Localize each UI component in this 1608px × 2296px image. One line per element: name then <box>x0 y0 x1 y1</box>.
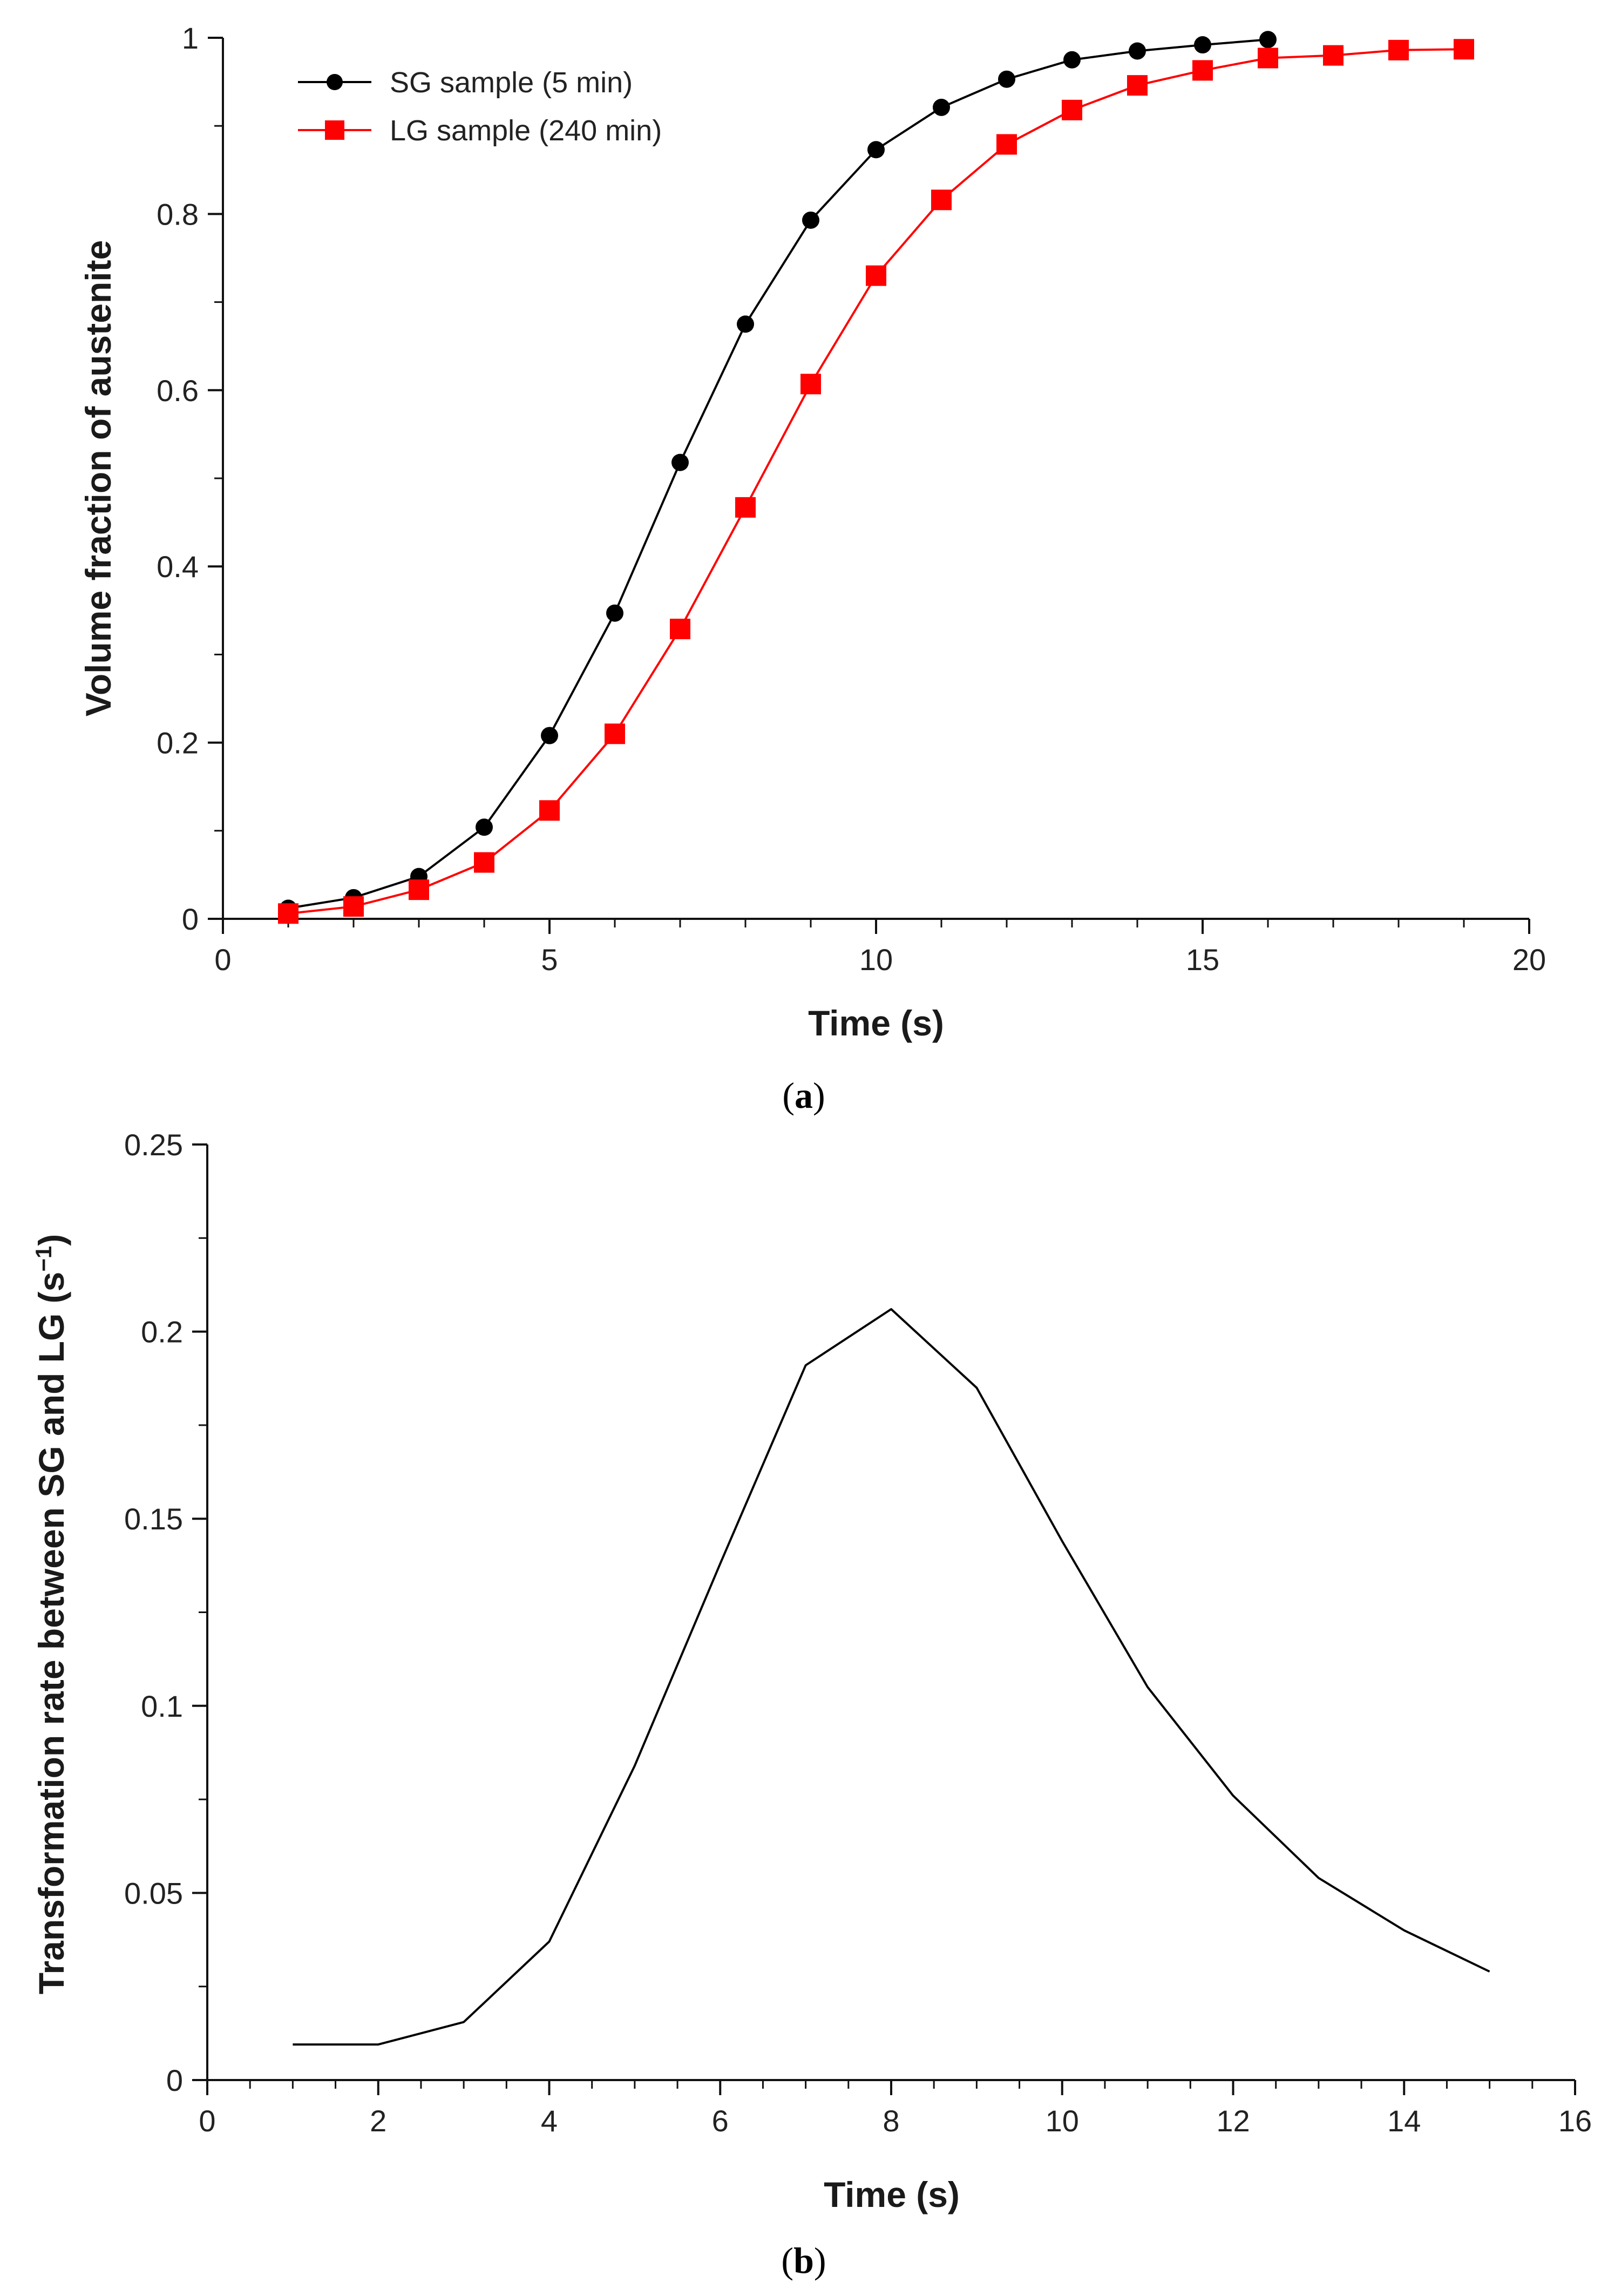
chart-b-x-tick-label: 6 <box>712 2104 729 2138</box>
chart-a-y-tick-label: 0.6 <box>157 374 199 408</box>
chart-a-x-tick-label: 0 <box>214 943 231 977</box>
chart-a-series-sg-sample-5-min-point <box>476 818 493 836</box>
chart-a-y-ticks: 0 0.2 0.4 0.6 0.8 1 <box>157 21 223 936</box>
chart-a-series-sg-sample-5-min-point <box>671 453 689 471</box>
chart-a-series-lg-sample-240-min-point <box>1454 39 1474 60</box>
chart-a-x-tick-label: 5 <box>541 943 558 977</box>
chart-a-series-sg-sample-5-min-point <box>998 70 1015 88</box>
chart-b-y-axis-title: Transformation rate between SG and LG (s… <box>31 1234 72 1994</box>
chart-a-legend-entry-sg: SG sample (5 min) <box>298 66 633 99</box>
chart-b-y-tick-label: 0.25 <box>124 1128 183 1162</box>
chart-a-series-lg-sample-240-min-point <box>539 800 560 821</box>
chart-a-legend: SG sample (5 min) LG sample (240 min) <box>298 66 662 147</box>
chart-a-series-lg-sample-240-min-point <box>735 497 756 518</box>
chart-a-series-lg-sample-240-min-point <box>1388 39 1409 60</box>
chart-a-x-ticks: 0 5 10 15 20 <box>214 919 1546 977</box>
chart-b: 0 2 4 6 8 10 12 14 16 0 0.05 0.1 0.15 0.2 0.25 Time (… <box>31 1128 1592 2281</box>
chart-a-series-lg-sample-240-min-point <box>1127 75 1148 96</box>
chart-a-series-lg-sample-240-min-point <box>800 374 821 395</box>
chart-b-plot-area: 0 2 4 6 8 10 12 14 16 0 0.05 0.1 0.15 0.2 0.25 <box>124 1128 1592 2138</box>
chart-a-series-sg-sample-5-min-point <box>1194 36 1211 54</box>
chart-a-legend-entry-lg: LG sample (240 min) <box>298 114 662 147</box>
chart-a-legend-lg-marker <box>325 120 344 140</box>
chart-a-y-tick-label: 0 <box>182 902 199 936</box>
chart-b-y-tick-label: 0.1 <box>141 1689 183 1723</box>
chart-a: 0 5 10 15 20 0 0.2 0.4 0.6 0.8 1 SG sample (5 min… <box>78 21 1546 1116</box>
chart-b-x-tick-label: 4 <box>541 2104 558 2138</box>
chart-a-series-sg-sample-5-min-point <box>1259 31 1277 49</box>
chart-a-series-lg-sample-240-min-point <box>866 265 886 286</box>
chart-b-y-tick-label: 0.2 <box>141 1315 183 1349</box>
chart-a-series-sg-sample-5-min-point <box>867 141 885 159</box>
chart-a-series-lg-sample-240-min-point <box>343 896 364 917</box>
chart-b-x-tick-label: 16 <box>1558 2104 1592 2138</box>
chart-a-series <box>278 31 1474 924</box>
chart-b-x-ticks: 0 2 4 6 8 10 12 14 16 <box>199 2080 1592 2138</box>
chart-a-y-tick-label: 0.4 <box>157 550 199 584</box>
chart-a-legend-sg-label: SG sample (5 min) <box>390 66 633 99</box>
chart-a-plot-area: 0 5 10 15 20 0 0.2 0.4 0.6 0.8 1 <box>157 21 1546 977</box>
chart-a-series-lg-sample-240-min-line <box>288 48 1464 915</box>
chart-a-series-sg-sample-5-min-point <box>606 604 623 622</box>
chart-a-series-sg-sample-5-min-line <box>288 38 1268 910</box>
chart-b-x-tick-label: 12 <box>1216 2104 1250 2138</box>
chart-a-series-sg-sample-5-min-point <box>541 727 558 744</box>
chart-a-y-tick-label: 1 <box>182 21 199 55</box>
chart-a-series-lg-sample-240-min-point <box>1062 99 1082 120</box>
chart-a-y-tick-label: 0.8 <box>157 197 199 231</box>
chart-a-y-axis-title: Volume fraction of austenite <box>78 240 118 717</box>
chart-b-x-tick-label: 2 <box>370 2104 386 2138</box>
chart-a-series-lg-sample-240-min-point <box>474 852 494 873</box>
chart-a-series-lg-sample-240-min-point <box>605 723 625 744</box>
chart-a-series-lg-sample-240-min-point <box>278 903 298 924</box>
chart-a-series-sg-sample-5-min-point <box>1129 42 1146 60</box>
chart-a-x-axis-title: Time (s) <box>808 1003 944 1043</box>
chart-b-y-tick-label: 0.05 <box>124 1876 183 1910</box>
chart-a-caption: (a) <box>782 1075 825 1116</box>
chart-b-y-ticks: 0 0.05 0.1 0.15 0.2 0.25 <box>124 1128 207 2097</box>
chart-a-series-sg-sample-5-min-point <box>802 211 819 229</box>
chart-a-series-sg-sample-5-min-point <box>933 98 950 116</box>
chart-a-series-lg-sample-240-min-point <box>670 619 690 640</box>
chart-a-series-lg-sample-240-min-point <box>1323 45 1344 66</box>
chart-b-caption: (b) <box>781 2240 826 2281</box>
chart-a-legend-sg-marker <box>327 74 343 90</box>
chart-a-series-sg-sample-5-min-point <box>737 315 754 333</box>
chart-a-x-tick-label: 10 <box>859 943 893 977</box>
chart-b-y-tick-label: 0 <box>166 2063 183 2097</box>
chart-b-y-tick-label: 0.15 <box>124 1502 183 1536</box>
chart-a-series-lg-sample-240-min-point <box>1192 60 1213 81</box>
chart-b-series <box>293 1308 1490 2046</box>
chart-b-x-tick-label: 14 <box>1387 2104 1421 2138</box>
chart-a-legend-lg-label: LG sample (240 min) <box>390 114 662 147</box>
chart-a-y-tick-label: 0.2 <box>157 726 199 760</box>
chart-a-series-lg-sample-240-min-point <box>996 134 1017 155</box>
chart-b-x-tick-label: 8 <box>883 2104 899 2138</box>
chart-b-x-tick-label: 10 <box>1046 2104 1079 2138</box>
chart-b-x-tick-label: 0 <box>199 2104 215 2138</box>
chart-a-series-lg-sample-240-min-point <box>1258 48 1278 69</box>
chart-a-x-tick-label: 15 <box>1186 943 1219 977</box>
chart-a-series-sg-sample-5-min-point <box>1063 51 1081 69</box>
chart-a-x-tick-label: 20 <box>1512 943 1546 977</box>
chart-a-series-lg-sample-240-min-point <box>409 879 429 900</box>
chart-a-series-lg-sample-240-min-point <box>931 189 952 211</box>
chart-b-x-axis-title: Time (s) <box>824 2175 960 2214</box>
chart-b-series-transformation-rate-line <box>293 1308 1490 2046</box>
